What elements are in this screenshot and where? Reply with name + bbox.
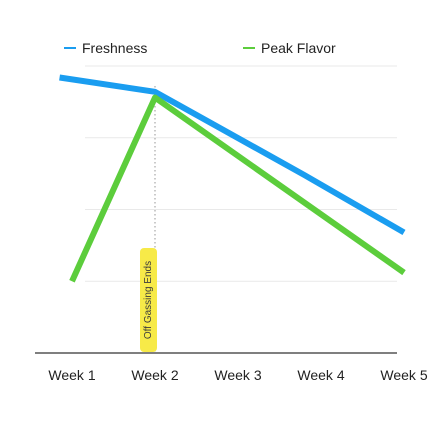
annotation-box bbox=[140, 248, 157, 352]
x-tick-label: Week 3 bbox=[214, 367, 261, 383]
legend-peak-flavor-label: Peak Flavor bbox=[261, 40, 336, 56]
x-tick-label: Week 4 bbox=[297, 367, 344, 383]
x-tick-label: Week 5 bbox=[380, 367, 427, 383]
peak-flavor-line bbox=[69, 94, 406, 283]
legend-freshness-label: Freshness bbox=[82, 40, 147, 56]
gridlines bbox=[85, 65, 397, 282]
annotation: Off Gassing Ends bbox=[140, 248, 157, 352]
x-tick-label: Week 2 bbox=[131, 367, 178, 383]
annotation-label: Off Gassing Ends bbox=[143, 261, 154, 339]
legend: Freshness Peak Flavor bbox=[64, 40, 336, 56]
series-lines bbox=[59, 74, 406, 283]
x-tick-label: Week 1 bbox=[48, 367, 95, 383]
freshness-line bbox=[59, 74, 406, 236]
x-axis-ticks: Week 1 Week 2 Week 3 Week 4 Week 5 bbox=[48, 367, 427, 383]
